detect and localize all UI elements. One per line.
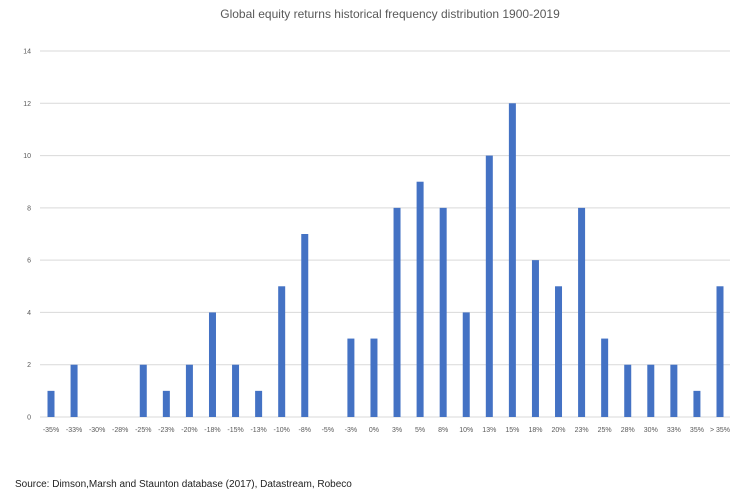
- x-tick-label: -13%: [250, 427, 266, 434]
- bar: [301, 234, 309, 417]
- bar: [232, 364, 240, 417]
- y-tick-label: 2: [27, 362, 31, 369]
- x-tick-label: 20%: [552, 427, 566, 434]
- x-tick-label: 30%: [644, 427, 658, 434]
- bar: [647, 364, 655, 417]
- bar: [162, 390, 170, 417]
- bar: [393, 207, 401, 417]
- bar: [347, 338, 355, 417]
- x-tick-label: 25%: [598, 427, 612, 434]
- bar: [693, 390, 701, 417]
- x-tick-label: -10%: [274, 427, 290, 434]
- x-tick-label: 15%: [505, 427, 519, 434]
- bar: [601, 338, 609, 417]
- x-tick-label: 10%: [459, 427, 473, 434]
- y-tick-label: 0: [27, 415, 31, 422]
- bar: [47, 390, 55, 417]
- x-tick-label: 5%: [415, 427, 425, 434]
- x-tick-label: -25%: [135, 427, 151, 434]
- x-tick-label: 18%: [528, 427, 542, 434]
- x-tick-label: 28%: [621, 427, 635, 434]
- x-tick-label: 13%: [482, 427, 496, 434]
- chart-title: Global equity returns historical frequen…: [220, 7, 560, 21]
- bar: [670, 364, 678, 417]
- x-tick-label: 8%: [438, 427, 448, 434]
- x-tick-label: > 35%: [710, 427, 730, 434]
- x-tick-label: -28%: [112, 427, 128, 434]
- y-tick-label: 6: [27, 258, 31, 265]
- bar: [255, 390, 263, 417]
- x-tick-label: -20%: [181, 427, 197, 434]
- x-tick-label: 0%: [369, 427, 379, 434]
- bar: [185, 364, 193, 417]
- bar: [139, 364, 147, 417]
- x-tick-label: -8%: [299, 427, 311, 434]
- x-tick-label: -3%: [345, 427, 357, 434]
- source-note: Source: Dimson,Marsh and Staunton databa…: [15, 479, 352, 490]
- bar: [578, 207, 586, 417]
- bar: [716, 286, 724, 417]
- x-tick-label: -15%: [227, 427, 243, 434]
- y-tick-label: 14: [23, 49, 31, 56]
- x-tick-label: 3%: [392, 427, 402, 434]
- y-tick-label: 8: [27, 205, 31, 212]
- x-tick-label: 35%: [690, 427, 704, 434]
- bar: [462, 312, 470, 417]
- bar: [278, 286, 286, 417]
- bar: [370, 338, 378, 417]
- bar: [208, 312, 216, 417]
- x-tick-label: -35%: [43, 427, 59, 434]
- x-tick-label: -30%: [89, 427, 105, 434]
- bar: [416, 181, 424, 417]
- x-tick-label: -23%: [158, 427, 174, 434]
- x-tick-label: -33%: [66, 427, 82, 434]
- x-tick-label: 23%: [575, 427, 589, 434]
- y-tick-label: 4: [27, 310, 31, 317]
- bar: [508, 103, 516, 418]
- bar: [555, 286, 563, 417]
- y-tick-label: 10: [23, 153, 31, 160]
- x-tick-label: -18%: [204, 427, 220, 434]
- bar: [439, 207, 447, 417]
- y-tick-label: 12: [23, 101, 31, 108]
- bar: [531, 260, 539, 417]
- bar: [70, 364, 78, 417]
- x-tick-label: -5%: [322, 427, 334, 434]
- x-tick-label: 33%: [667, 427, 681, 434]
- bar: [485, 155, 493, 418]
- bar: [624, 364, 632, 417]
